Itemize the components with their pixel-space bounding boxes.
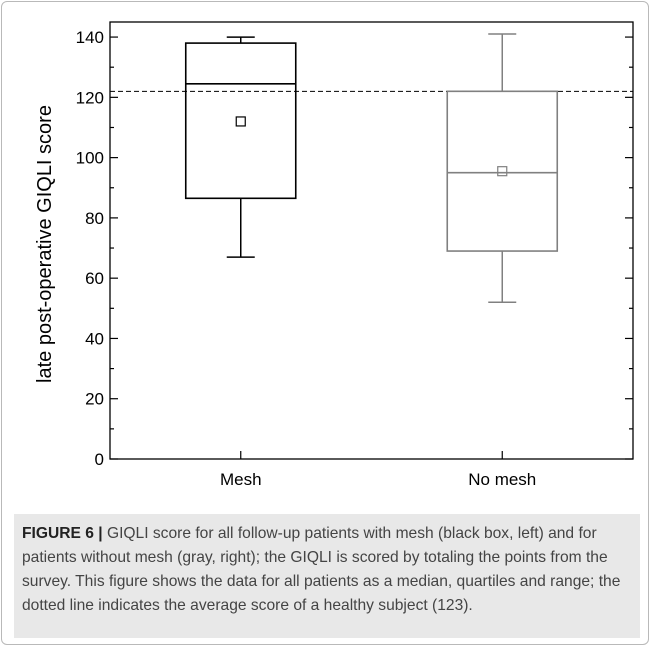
y-tick-label: 140 [76, 28, 104, 47]
y-tick-label: 80 [85, 209, 104, 228]
caption-label: FIGURE 6 | [22, 525, 103, 542]
box-mesh [184, 36, 297, 258]
y-axis-title: late post-operative GIQLI score [34, 105, 56, 383]
x-tick-label: Mesh [220, 470, 262, 489]
box-no-mesh [446, 33, 559, 304]
x-tick-label: No mesh [468, 470, 536, 489]
y-tick-label: 100 [76, 149, 104, 168]
figure-caption: FIGURE 6 | GIQLI score for all follow-up… [14, 514, 640, 638]
mean-marker [497, 166, 508, 177]
y-tick-label: 60 [85, 269, 104, 288]
iqr-box [184, 42, 297, 200]
plot-frame [109, 21, 634, 460]
y-tick-label: 120 [76, 88, 104, 107]
y-tick-label: 20 [85, 390, 104, 409]
mean-marker [235, 116, 246, 127]
iqr-box [446, 90, 559, 252]
y-tick-label: 0 [95, 450, 104, 469]
y-tick-label: 40 [85, 329, 104, 348]
caption-text: GIQLI score for all follow-up patients w… [22, 525, 621, 614]
box-plot-chart: 0 20 40 60 80 100 120 140 Mesh No mesh late post-… [34, 21, 634, 489]
